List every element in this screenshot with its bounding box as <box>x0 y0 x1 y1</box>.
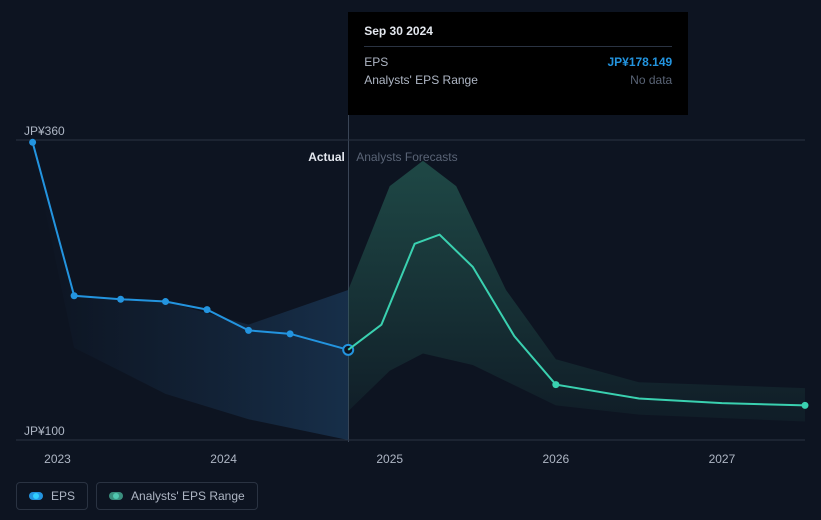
x-axis-label: 2027 <box>709 452 736 466</box>
y-axis-label: JP¥360 <box>24 124 65 138</box>
y-axis-label: JP¥100 <box>24 424 65 438</box>
eps-swatch-icon <box>29 492 43 500</box>
x-axis-label: 2025 <box>376 452 403 466</box>
legend-eps-range-button[interactable]: Analysts' EPS Range <box>96 482 258 510</box>
eps-chart[interactable] <box>0 0 821 470</box>
x-axis-label: 2023 <box>44 452 71 466</box>
legend-label: Analysts' EPS Range <box>131 489 245 503</box>
x-axis-label: 2026 <box>542 452 569 466</box>
legend-eps-button[interactable]: EPS <box>16 482 88 510</box>
x-axis-label: 2024 <box>210 452 237 466</box>
eps-range-swatch-icon <box>109 492 123 500</box>
chart-legend: EPS Analysts' EPS Range <box>16 482 258 510</box>
legend-label: EPS <box>51 489 75 503</box>
